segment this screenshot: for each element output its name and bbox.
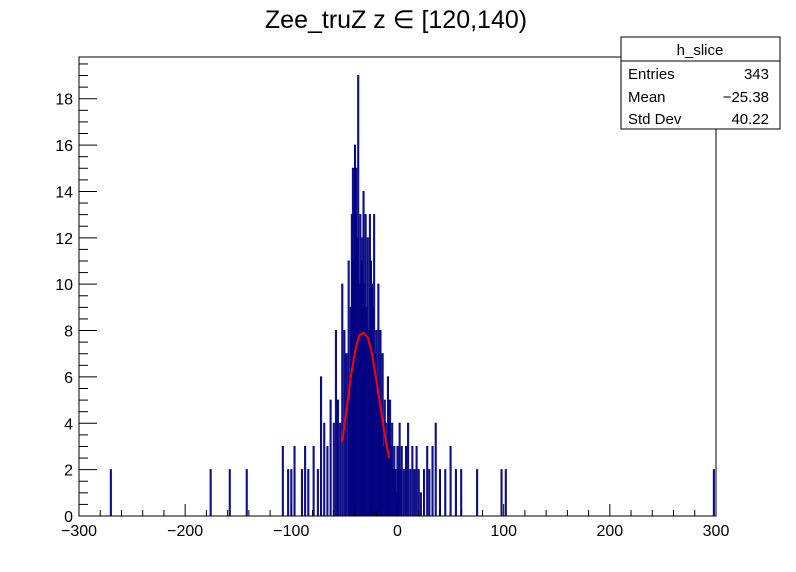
histogram-bar — [316, 469, 319, 516]
histogram-bar — [434, 422, 437, 516]
y-tick-label: 16 — [55, 138, 73, 155]
axes: −300 −200 −100 0 100 200 300 0 2 4 6 8 10 12 14 16 18 — [55, 63, 730, 540]
histogram-bar — [712, 469, 715, 516]
histogram-bar — [320, 376, 323, 516]
histogram-bar — [287, 469, 290, 516]
histogram-bar — [407, 422, 410, 516]
x-tick-label: 100 — [490, 523, 517, 540]
stats-mean-value: −25.38 — [723, 89, 769, 106]
stats-entries-label: Entries — [628, 66, 675, 83]
histogram-bar — [504, 469, 507, 516]
histogram-bar — [419, 492, 422, 516]
histogram-bar — [438, 469, 441, 516]
x-tick-label: 0 — [393, 523, 402, 540]
histogram-bar — [409, 469, 412, 516]
histogram-bar — [228, 469, 231, 516]
histogram-bar — [300, 469, 303, 516]
stats-mean-label: Mean — [628, 89, 666, 106]
histogram-bar — [454, 469, 457, 516]
stats-stddev-value: 40.22 — [731, 111, 769, 128]
histogram-bar — [109, 469, 112, 516]
x-tick-label: 200 — [596, 523, 623, 540]
x-tick-label: −200 — [167, 523, 203, 540]
histogram-bar — [400, 445, 403, 516]
histogram-bar — [245, 469, 248, 516]
histogram-bar — [307, 469, 310, 516]
histogram-bar — [476, 469, 479, 516]
stats-entries-value: 343 — [744, 66, 769, 83]
stats-box-name: h_slice — [677, 42, 724, 59]
histogram-bar — [337, 399, 340, 516]
histogram-bar — [341, 283, 344, 516]
histogram-bar — [411, 445, 414, 516]
x-tick-label: −100 — [273, 523, 309, 540]
histogram-bar — [460, 469, 463, 516]
histogram-bar — [444, 469, 447, 516]
plot-frame — [78, 56, 717, 517]
y-tick-label: 4 — [64, 416, 73, 433]
histogram-bar — [428, 469, 431, 516]
y-tick-label: 8 — [64, 324, 73, 341]
y-tick-label: 6 — [64, 370, 73, 387]
histogram-bar — [323, 422, 326, 516]
chart-title: Zee_truZ z ∈ [120,140) — [265, 6, 527, 34]
histogram-bar — [304, 445, 307, 516]
histogram-bar — [332, 422, 335, 516]
fit-curve — [341, 331, 390, 459]
histogram-bar — [281, 445, 284, 516]
histogram-bar — [334, 330, 337, 516]
stats-box: h_slice Entries 343 Mean −25.38 Std Dev … — [620, 36, 781, 130]
histogram-bar — [413, 469, 416, 516]
x-tick-label: −300 — [61, 523, 97, 540]
y-tick-label: 2 — [64, 463, 73, 480]
y-tick-label: 14 — [55, 184, 73, 201]
y-tick-label: 18 — [55, 92, 73, 109]
histogram-bar — [312, 445, 315, 516]
histogram-bar — [345, 353, 348, 516]
histogram-bar — [417, 469, 420, 516]
histogram-bar — [339, 422, 342, 516]
histogram-bar — [293, 445, 296, 516]
histogram-bar — [426, 445, 429, 516]
histogram-bar — [326, 445, 329, 516]
histogram-bar — [500, 469, 503, 516]
y-tick-label: 12 — [55, 231, 73, 248]
x-tick-label: 300 — [703, 523, 730, 540]
stats-box-frame — [620, 36, 781, 130]
histogram-bar — [415, 445, 418, 516]
y-tick-label: 0 — [64, 509, 73, 526]
histogram-bars — [109, 75, 715, 516]
fit-line — [341, 331, 390, 459]
histogram-bar — [404, 445, 408, 516]
histogram-bar — [381, 353, 384, 516]
histogram-bar — [329, 399, 332, 516]
histogram-bar — [290, 469, 293, 516]
histogram-bar — [449, 445, 452, 516]
histogram-bar — [423, 469, 426, 516]
histogram-bar — [402, 469, 405, 516]
stats-stddev-label: Std Dev — [628, 111, 682, 128]
histogram-bar — [209, 469, 212, 516]
y-tick-label: 10 — [55, 277, 73, 294]
histogram-bar — [431, 445, 434, 516]
